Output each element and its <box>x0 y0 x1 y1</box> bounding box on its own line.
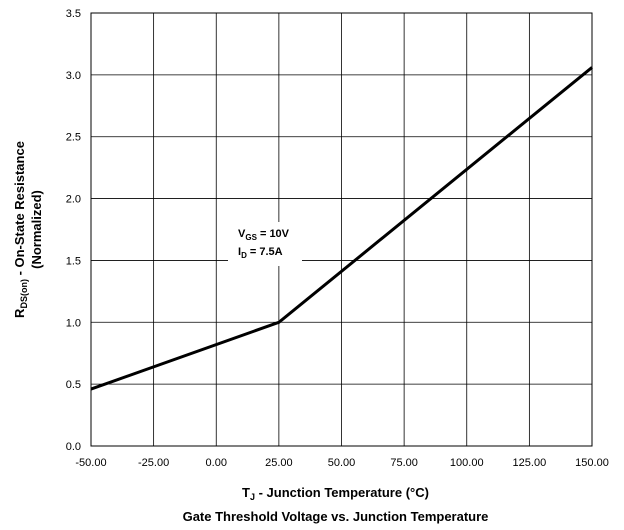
annotation-id-value: = 7.5A <box>247 246 283 258</box>
x-axis-title-rest: - Junction Temperature (°C) <box>255 485 429 500</box>
annotation-id: ID = 7.5A <box>238 246 283 260</box>
annotation-vgs-sub: GS <box>245 233 257 242</box>
y-axis-title-rest: - On-State Resistance <box>12 141 27 279</box>
series-line-0 <box>90 66 593 391</box>
x-tick-label-3: 25.00 <box>265 457 293 469</box>
annotation-id-main: I <box>238 246 241 258</box>
plot-frame <box>90 12 593 447</box>
x-tick-labels: -50.00 -25.00 0.00 25.00 50.00 75.00 100.00 125… <box>75 457 608 469</box>
y-tick-label-2: 1.0 <box>66 317 81 329</box>
y-tick-label-1: 0.5 <box>66 379 81 391</box>
x-tick-label-7: 125.00 <box>513 457 547 469</box>
x-tick-label-5: 75.00 <box>390 457 418 469</box>
chart-title: Gate Threshold Voltage vs. Junction Temp… <box>183 509 489 524</box>
x-tick-label-8: 150.00 <box>575 457 609 469</box>
y-tick-labels: 0.0 0.5 1.0 1.5 2.0 2.5 3.0 3.5 <box>66 8 81 453</box>
y-tick-label-7: 3.5 <box>66 8 81 20</box>
x-tick-label-0: -50.00 <box>75 457 106 469</box>
y-axis-title: RDS(on) - On-State Resistance <box>12 141 29 318</box>
y-tick-label-4: 2.0 <box>66 194 81 206</box>
x-tick-label-1: -25.00 <box>138 457 169 469</box>
y-axis-title-line2: (Normalized) <box>29 190 44 269</box>
x-tick-label-6: 100.00 <box>450 457 484 469</box>
y-tick-label-5: 2.5 <box>66 132 81 144</box>
x-axis-title-sub: J <box>250 492 255 502</box>
y-axis-title-main: R <box>12 308 27 318</box>
y-axis-title-sub: DS(on) <box>19 279 29 309</box>
y-tick-label-3: 1.5 <box>66 255 81 267</box>
series-layer <box>90 66 593 391</box>
grid-lines <box>90 12 593 447</box>
x-tick-label-2: 0.00 <box>206 457 227 469</box>
annotation-id-sub: D <box>241 251 247 260</box>
annotation: VGS = 10V ID = 7.5A <box>228 222 302 266</box>
x-axis-title: TJ - Junction Temperature (°C) <box>242 485 429 502</box>
y-tick-label-6: 3.0 <box>66 70 81 82</box>
annotation-vgs-value: = 10V <box>257 228 290 240</box>
x-axis-title-main: T <box>242 485 250 500</box>
annotation-vgs: VGS = 10V <box>238 228 290 242</box>
annotation-vgs-main: V <box>238 228 246 240</box>
x-tick-label-4: 50.00 <box>328 457 356 469</box>
y-tick-label-0: 0.0 <box>66 441 81 453</box>
annotation-background <box>228 222 302 266</box>
